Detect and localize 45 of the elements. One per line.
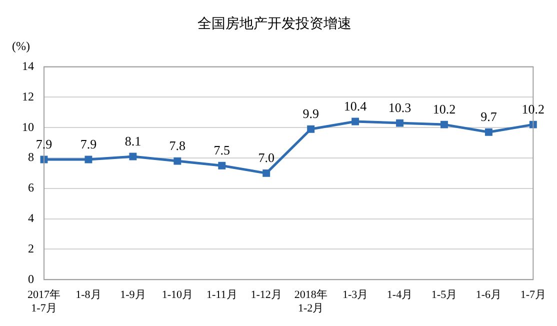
x-tick-label: 1-11月 xyxy=(206,289,238,302)
x-tick-label: 2018年 1-2月 xyxy=(294,289,328,314)
point xyxy=(307,125,315,133)
y-tick-label: 14 xyxy=(22,58,34,73)
data-label: 7.5 xyxy=(214,142,230,158)
y-axis-title: (%) xyxy=(12,38,30,53)
point xyxy=(484,128,492,136)
chart-title: 全国房地产开发投资增速 xyxy=(198,16,352,32)
y-tick-label: 2 xyxy=(28,241,34,256)
y-tick-label: 12 xyxy=(22,89,34,104)
y-tick-label: 8 xyxy=(28,150,34,164)
x-tick-label: 2017年 1-7月 xyxy=(28,289,60,314)
point xyxy=(218,162,226,170)
x-tick-label: 1-8月 xyxy=(76,289,102,302)
x-tick-label: 1-5月 xyxy=(431,289,458,302)
x-tick-label: 1-6月 xyxy=(476,289,502,302)
data-label: 7.8 xyxy=(169,138,186,153)
data-label: 10.2 xyxy=(432,101,456,116)
point xyxy=(174,157,182,165)
y-tick-label: 0 xyxy=(28,272,34,286)
point xyxy=(352,118,360,126)
point xyxy=(84,156,92,164)
data-label: 7.0 xyxy=(258,150,274,166)
y-tick-label: 4 xyxy=(28,210,34,225)
point xyxy=(262,169,270,177)
data-label: 7.9 xyxy=(80,136,97,152)
point xyxy=(129,152,137,160)
x-tick-label: 1-4月 xyxy=(386,289,413,302)
y-tick-label: 10 xyxy=(22,120,34,134)
data-label: 9.7 xyxy=(480,109,498,124)
data-label: 9.9 xyxy=(302,106,319,122)
data-label: 8.1 xyxy=(124,133,142,148)
data-label: 10.3 xyxy=(388,100,412,115)
point xyxy=(440,120,448,128)
data-label: 7.9 xyxy=(36,136,52,152)
point xyxy=(529,120,537,128)
data-label: 10.2 xyxy=(522,101,545,116)
x-tick-label: 1-10月 xyxy=(162,289,193,302)
x-tick-label: 1-7月 xyxy=(520,289,546,302)
data-label: 10.4 xyxy=(344,98,368,114)
y-tick-label: 6 xyxy=(28,180,34,195)
point xyxy=(396,119,404,127)
x-tick-label: 1-3月 xyxy=(342,289,368,302)
x-tick-label: 1-9月 xyxy=(120,289,146,302)
x-tick-label: 1-12月 xyxy=(250,289,282,302)
